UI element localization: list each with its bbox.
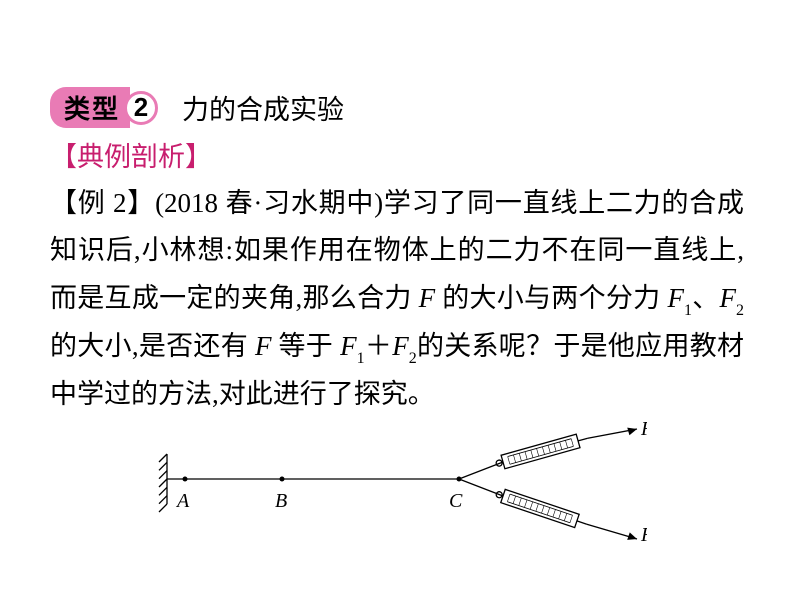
var-F1-base-a: F — [667, 283, 684, 313]
body-eq-1: 等于 — [272, 331, 341, 361]
var-F-a: F — [419, 283, 436, 313]
type-badge: 类型 2 — [50, 92, 158, 124]
var-F1-base-b: F — [340, 331, 357, 361]
var-F2-base-b: F — [392, 331, 409, 361]
body-part-2: 的大小与两个分力 — [435, 283, 667, 313]
topic-title: 力的合成实验 — [182, 88, 344, 127]
body-part-3: 的大小,是否还有 — [50, 331, 255, 361]
type-number-circle: 2 — [124, 91, 158, 125]
var-F2-base-a: F — [720, 283, 737, 313]
var-F1-sub-b: 1 — [357, 350, 365, 367]
force-diagram: A B C F1 F2 — [147, 419, 647, 549]
var-F2-sub-a: 2 — [736, 302, 744, 319]
svg-text:F1: F1 — [640, 419, 647, 442]
type-label: 类型 — [50, 87, 130, 128]
source: (2018 春·习水期中) — [155, 188, 383, 218]
header-row: 类型 2 力的合成实验 — [50, 88, 744, 127]
example-prefix: 【例 2】 — [50, 188, 155, 218]
var-F2-sub-b: 2 — [409, 350, 417, 367]
svg-text:A: A — [175, 490, 190, 512]
type-number: 2 — [134, 92, 148, 123]
svg-text:C: C — [449, 490, 463, 512]
sep-1: 、 — [692, 283, 720, 313]
problem-body: 【例 2】(2018 春·习水期中)学习了同一直线上二力的合成知识后,小林想:如… — [50, 180, 744, 419]
plus: ＋ — [365, 331, 393, 361]
var-F1-sub-a: 1 — [684, 302, 692, 319]
svg-text:B: B — [275, 490, 287, 512]
section-label: 【典例剖析】 — [50, 135, 744, 174]
force-diagram-container: A B C F1 F2 — [50, 419, 744, 554]
var-F-b: F — [255, 331, 272, 361]
svg-text:F2: F2 — [640, 524, 647, 548]
